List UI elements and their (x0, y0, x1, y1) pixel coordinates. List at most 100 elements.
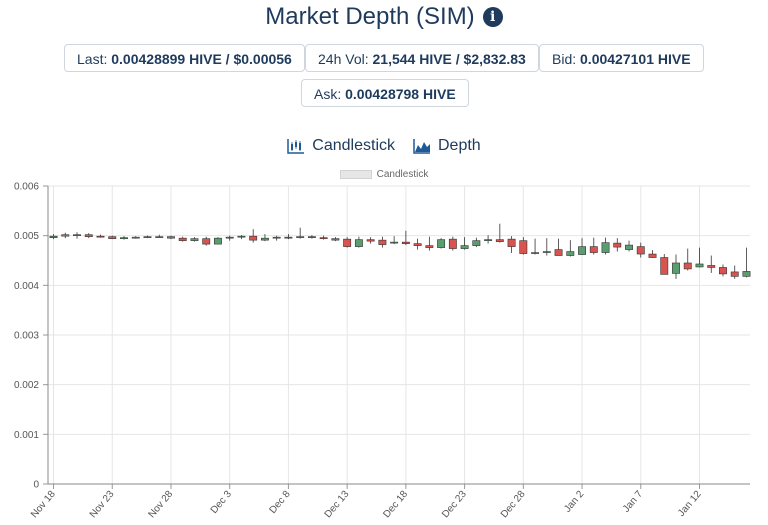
candle-body (237, 235, 246, 238)
candle-body (354, 239, 363, 247)
candle-body (719, 267, 727, 275)
y-tick-label: 0.003 (14, 331, 39, 342)
candle-body (296, 236, 305, 238)
volume-label: 24h Vol: (318, 51, 369, 67)
bid-label: Bid: (552, 51, 577, 67)
candle-body (390, 241, 399, 244)
x-tick-label: Dec 3 (209, 489, 234, 516)
x-tick-label: Nov 28 (146, 489, 175, 521)
candle-body (601, 242, 610, 253)
candle-body (531, 252, 540, 254)
candle-body (260, 237, 269, 241)
x-tick-label: Jan 12 (676, 489, 704, 519)
bid-value: 0.00427101 HIVE (580, 51, 691, 67)
candle-body (378, 239, 387, 245)
candle-body (307, 236, 316, 238)
candle-body (249, 235, 258, 241)
candle-body (120, 237, 128, 239)
candle-body (460, 245, 469, 249)
x-tick-label: Dec 28 (499, 489, 528, 521)
candle-body (613, 242, 622, 248)
candle-body (284, 236, 293, 239)
bid-badge: Bid: 0.00427101 HIVE (539, 44, 704, 72)
candle-body (648, 253, 657, 258)
last-price-badge: Last: 0.00428899 HIVE / $0.00056 (64, 44, 305, 72)
candle-body (542, 251, 551, 253)
header: Market Depth (SIM) i (0, 0, 768, 34)
candle-body (683, 262, 692, 270)
candle-body (73, 234, 81, 236)
candle-body (625, 244, 633, 250)
y-tick-label: 0.004 (14, 281, 39, 292)
candle-body (707, 265, 716, 268)
candle-body (214, 237, 222, 245)
candle-body (49, 235, 58, 238)
tab-candlestick-label: Candlestick (312, 137, 395, 154)
candle-body (448, 238, 457, 249)
candle-body (484, 239, 493, 241)
tab-candlestick[interactable]: Candlestick (287, 137, 395, 155)
x-tick-label: Jan 7 (621, 489, 645, 515)
candle-body (366, 239, 375, 242)
last-price-value: 0.00428899 HIVE / $0.00056 (111, 51, 292, 67)
candle-body (413, 243, 422, 246)
candle-body (495, 239, 504, 242)
area-chart-icon (413, 139, 430, 154)
candle-body (566, 251, 575, 256)
candle-body (343, 238, 352, 247)
chart-legend[interactable]: Candlestick (0, 167, 768, 181)
legend-swatch (339, 169, 372, 179)
candle-body (61, 234, 70, 237)
candle-body (507, 238, 516, 247)
candle-body (190, 238, 199, 241)
candle-body (730, 271, 739, 277)
candle-body (437, 239, 446, 248)
candlestick-chart-icon (287, 139, 305, 154)
candle-body (167, 236, 175, 239)
x-tick-label: Dec 18 (381, 489, 410, 521)
x-tick-label: Jan 2 (562, 489, 586, 515)
candle-body (202, 238, 211, 245)
candle-body (331, 238, 340, 241)
candle-body (319, 237, 328, 239)
x-tick-label: Dec 13 (323, 489, 352, 521)
info-icon[interactable]: i (482, 7, 503, 27)
candle-body (225, 236, 234, 239)
ask-value: 0.00428798 HIVE (345, 86, 456, 102)
x-tick-label: Dec 23 (440, 489, 469, 521)
candle-body (96, 235, 105, 238)
chart-type-tabs: Candlestick Depth (0, 134, 768, 158)
candle-body (131, 236, 140, 239)
candle-body (636, 246, 645, 255)
candle-body (695, 263, 704, 268)
candle-body (108, 236, 117, 239)
candle-body (578, 246, 586, 255)
volume-value: 21,544 HIVE / $2,832.83 (372, 51, 526, 67)
candle-body (519, 240, 528, 254)
tab-depth[interactable]: Depth (413, 137, 481, 155)
page-title: Market Depth (SIM) (265, 3, 475, 30)
y-tick-label: 0.002 (14, 380, 39, 391)
tab-depth-label: Depth (438, 137, 481, 154)
candle-body (589, 246, 598, 253)
x-tick-label: Nov 23 (88, 489, 117, 521)
candle-body (472, 240, 481, 246)
last-price-label: Last: (77, 51, 108, 67)
ask-label: Ask: (314, 86, 342, 102)
x-tick-label: Dec 8 (268, 489, 293, 516)
y-tick-label: 0.001 (14, 430, 39, 441)
candle-body (84, 234, 93, 237)
candle-body (742, 271, 751, 277)
candle-body (272, 236, 281, 239)
legend-label: Candlestick (376, 168, 429, 180)
candle-body (672, 262, 680, 274)
x-tick-label: Nov 18 (29, 489, 58, 521)
volume-badge: 24h Vol: 21,544 HIVE / $2,832.83 (305, 44, 539, 72)
y-tick-label: 0.006 (14, 182, 39, 193)
candle-body (143, 236, 152, 238)
candle-body (425, 245, 434, 248)
candle-body (401, 241, 410, 244)
candlestick-chart: 0 0.001 0.002 0.003 0.004 0.005 0.006 Nov 18 Nov… (14, 182, 751, 521)
y-tick-label: 0 (33, 480, 39, 491)
candle-body (155, 236, 164, 238)
